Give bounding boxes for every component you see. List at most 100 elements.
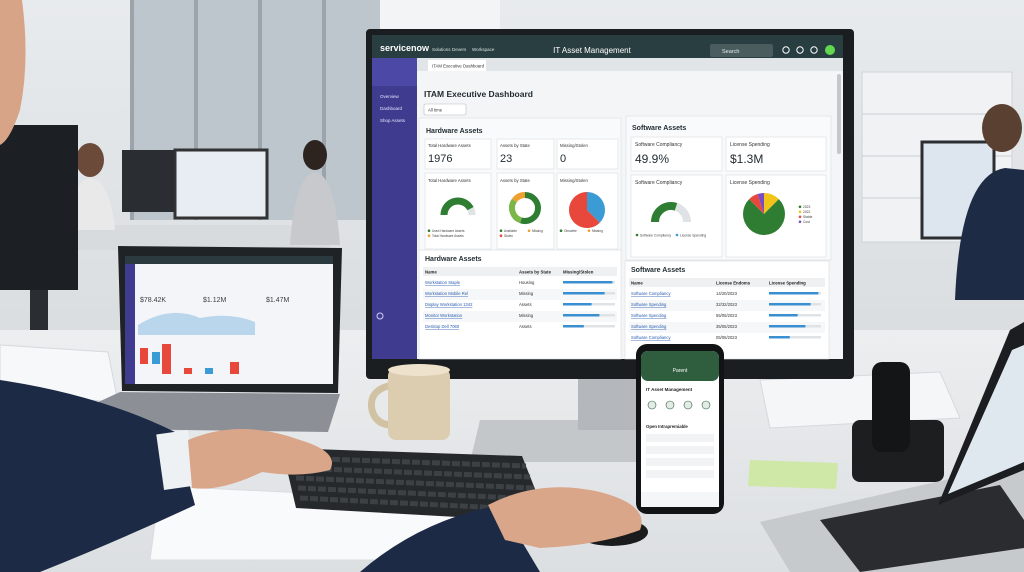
phone-icon <box>647 400 657 410</box>
tab[interactable] <box>428 60 486 71</box>
sidebar-item[interactable]: Overview <box>380 94 400 99</box>
right-sleeve <box>360 505 540 572</box>
legend-label: Cost <box>803 220 810 224</box>
table-row-bg <box>423 311 617 322</box>
card <box>424 172 492 250</box>
bar-track <box>563 325 615 328</box>
legend-dot <box>675 233 679 237</box>
bar-fill <box>769 336 790 339</box>
row-link[interactable]: Software Compliancy <box>631 291 671 296</box>
sidebar-item[interactable]: Shop Assets <box>380 118 406 123</box>
laptop-kpi: $1.47M <box>266 297 290 304</box>
donut-segment <box>509 198 523 224</box>
row-cell: Assets <box>519 302 532 307</box>
laptop-topbar <box>125 256 333 264</box>
top-icon[interactable] <box>782 46 790 54</box>
laptop-area <box>138 312 255 335</box>
chart-title: Software Compliancy <box>635 180 683 186</box>
legend-label: Software Compliancy <box>640 234 672 238</box>
bar-fill <box>563 303 592 306</box>
laptop-bar <box>152 352 160 364</box>
sidebar-item[interactable]: Dashboard <box>380 106 403 111</box>
card <box>630 174 723 258</box>
filter-dropdown[interactable] <box>423 103 467 116</box>
left-monitor <box>0 125 78 290</box>
dashboard-title: ITAM Executive Dashboard <box>424 89 533 99</box>
row-link[interactable]: Desktop Dell 7060 <box>425 324 460 329</box>
chart-title: Missing/Stolen <box>560 178 589 183</box>
top-icon[interactable] <box>796 46 804 54</box>
legend-dot <box>635 233 639 237</box>
donut-segment <box>512 192 526 203</box>
tab-label: ITAM Executive Dashboard <box>432 64 485 69</box>
bar-track <box>769 336 821 339</box>
top-menu-item[interactable]: Workspace <box>472 47 495 52</box>
window-frame <box>322 0 326 220</box>
kpi-label: Total Hardware Assets <box>428 143 471 148</box>
laptop-bar <box>140 348 148 364</box>
laptop-kpi: $1.12M <box>203 297 227 304</box>
row-cell: Missing <box>519 291 534 296</box>
legend-label: 2022 <box>803 210 811 214</box>
filter-value: All time <box>428 108 443 113</box>
row-link[interactable]: Display Workstation 1342 <box>425 302 473 307</box>
laptop-bar <box>184 368 192 374</box>
coworker-head <box>303 140 327 170</box>
row-link[interactable]: Software Spending <box>631 313 667 318</box>
search-placeholder: Search <box>722 49 739 55</box>
top-menu-item[interactable]: Devers <box>452 47 467 52</box>
key-row <box>293 465 531 480</box>
shirt-cuff <box>156 430 196 490</box>
bar-fill <box>563 281 613 284</box>
right-laptop-keys <box>820 485 1024 572</box>
legend-dot <box>427 234 431 237</box>
sidebar-header <box>372 58 417 86</box>
column-header: Missing/Stolen <box>563 270 594 275</box>
legend-dot <box>798 210 802 214</box>
kpi-value: 0 <box>560 153 566 165</box>
desk-phone-handset <box>872 362 910 452</box>
key-row <box>297 485 539 502</box>
phone-tabbar <box>641 492 719 507</box>
panel-title: Software Assets <box>631 267 685 274</box>
legend-label: Total Hardware Assets <box>432 234 464 238</box>
row-link[interactable]: Software Compliancy <box>631 335 671 340</box>
pie-slice <box>764 193 779 214</box>
key-row <box>291 455 527 469</box>
coworker-body <box>290 172 340 245</box>
row-link[interactable]: Software Spending <box>631 302 667 307</box>
legend-label: Missing <box>532 229 543 233</box>
bar-fill <box>769 292 819 295</box>
top-menu-item[interactable]: Solutions <box>432 47 451 52</box>
column-header: Name <box>631 281 643 286</box>
pie-slice <box>743 199 786 236</box>
row-cell: Housing <box>519 280 535 285</box>
card <box>496 138 555 170</box>
kpi-label: Assets by State <box>500 143 530 148</box>
row-cell: 32/32/2023 <box>716 302 738 307</box>
legend-label: Obsolete <box>564 229 577 233</box>
avatar[interactable] <box>825 45 835 55</box>
bar-fill <box>769 314 798 317</box>
pie-slice <box>587 191 605 223</box>
row-cell: Assets <box>519 324 532 329</box>
row-link[interactable]: Monitor Workstation <box>425 313 463 318</box>
left-monitor-stand <box>30 290 48 335</box>
card <box>725 136 827 172</box>
table-header <box>423 267 617 276</box>
legend-label: 2023 <box>803 205 811 209</box>
top-icon[interactable] <box>810 46 818 54</box>
row-link[interactable]: Software Spending <box>631 324 667 329</box>
kpi-label: Software Compliancy <box>635 142 683 148</box>
legend-label: Missing <box>592 229 603 233</box>
row-link[interactable]: Workstation Staple <box>425 280 461 285</box>
row-link[interactable]: Workstation Mobile Rel <box>425 291 468 296</box>
search-box[interactable] <box>710 44 773 57</box>
panel-title: Hardware Assets <box>425 256 482 263</box>
laptop-bar <box>230 362 239 374</box>
back-monitor <box>173 148 269 220</box>
bar-fill <box>769 325 806 328</box>
kpi-value: 49.9% <box>635 152 669 166</box>
chart-title: Assets by State <box>500 178 530 183</box>
